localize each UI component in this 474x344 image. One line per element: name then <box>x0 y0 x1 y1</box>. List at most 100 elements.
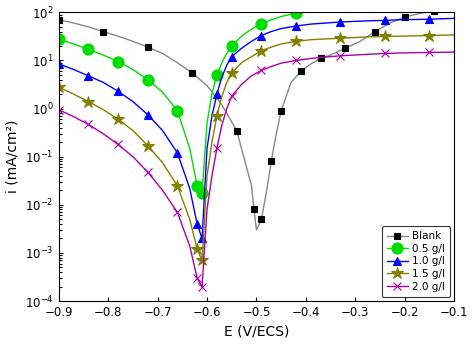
1.0 g/l <box>412 18 418 22</box>
Blank <box>251 207 257 212</box>
Blank <box>254 228 259 232</box>
1.5 g/l <box>239 61 245 65</box>
0.5 g/l <box>382 0 388 3</box>
1.5 g/l <box>209 140 215 144</box>
1.5 g/l <box>353 35 358 40</box>
Blank <box>278 109 284 113</box>
1.5 g/l <box>441 33 447 37</box>
2.0 g/l <box>397 51 402 55</box>
Line: 0.5 g/l: 0.5 g/l <box>197 0 460 198</box>
2.0 g/l <box>337 54 343 58</box>
1.0 g/l <box>268 30 274 34</box>
1.5 g/l <box>278 42 284 46</box>
1.5 g/l <box>258 49 264 53</box>
1.5 g/l <box>308 37 314 42</box>
Blank <box>357 39 363 43</box>
0.5 g/l <box>209 92 215 96</box>
1.5 g/l <box>382 34 388 39</box>
2.0 g/l <box>308 56 314 61</box>
2.0 g/l <box>199 284 205 289</box>
1.0 g/l <box>323 21 328 25</box>
1.0 g/l <box>441 17 447 21</box>
1.0 g/l <box>214 92 220 96</box>
1.5 g/l <box>367 35 373 39</box>
2.0 g/l <box>441 50 447 54</box>
2.0 g/l <box>323 55 328 59</box>
0.5 g/l <box>268 18 274 22</box>
Blank <box>372 30 378 34</box>
1.5 g/l <box>397 34 402 38</box>
0.5 g/l <box>278 14 284 19</box>
1.5 g/l <box>224 80 229 85</box>
Y-axis label: i (mA/cm²): i (mA/cm²) <box>6 120 19 193</box>
0.5 g/l <box>353 1 358 6</box>
0.5 g/l <box>224 51 229 55</box>
0.5 g/l <box>337 3 343 7</box>
Blank <box>417 11 422 15</box>
0.5 g/l <box>249 27 255 31</box>
Blank <box>308 62 314 66</box>
1.5 g/l <box>451 33 457 37</box>
1.0 g/l <box>219 75 225 79</box>
Blank <box>318 56 324 61</box>
2.0 g/l <box>249 74 255 78</box>
1.5 g/l <box>337 36 343 40</box>
1.0 g/l <box>367 19 373 23</box>
1.0 g/l <box>258 33 264 37</box>
0.5 g/l <box>412 0 418 1</box>
0.5 g/l <box>367 0 373 4</box>
2.0 g/l <box>239 82 245 86</box>
Legend: Blank, 0.5 g/l, 1.0 g/l, 1.5 g/l, 2.0 g/l: Blank, 0.5 g/l, 1.0 g/l, 1.5 g/l, 2.0 g/… <box>382 226 450 297</box>
0.5 g/l <box>239 34 245 38</box>
0.5 g/l <box>199 191 205 195</box>
1.0 g/l <box>199 236 205 240</box>
1.0 g/l <box>382 18 388 22</box>
1.0 g/l <box>397 18 402 22</box>
Line: 1.5 g/l: 1.5 g/l <box>196 29 460 267</box>
2.0 g/l <box>353 53 358 57</box>
2.0 g/l <box>219 123 225 127</box>
1.0 g/l <box>278 26 284 31</box>
Blank <box>268 159 274 163</box>
0.5 g/l <box>219 61 225 65</box>
0.5 g/l <box>258 22 264 26</box>
2.0 g/l <box>229 94 235 98</box>
0.5 g/l <box>323 6 328 10</box>
1.5 g/l <box>293 39 299 43</box>
1.0 g/l <box>209 114 215 118</box>
1.5 g/l <box>412 34 418 38</box>
1.0 g/l <box>229 55 235 59</box>
2.0 g/l <box>451 50 457 54</box>
1.0 g/l <box>249 39 255 43</box>
1.5 g/l <box>323 37 328 41</box>
Blank <box>328 53 333 57</box>
1.0 g/l <box>293 24 299 28</box>
1.5 g/l <box>199 258 205 262</box>
0.5 g/l <box>397 0 402 2</box>
0.5 g/l <box>229 44 235 48</box>
Line: 1.0 g/l: 1.0 g/l <box>198 14 458 243</box>
2.0 g/l <box>367 52 373 56</box>
2.0 g/l <box>224 107 229 111</box>
1.0 g/l <box>451 16 457 20</box>
Blank <box>431 9 437 13</box>
1.0 g/l <box>204 146 210 150</box>
1.0 g/l <box>353 19 358 23</box>
0.5 g/l <box>293 11 299 15</box>
2.0 g/l <box>209 174 215 178</box>
2.0 g/l <box>268 64 274 68</box>
1.5 g/l <box>427 33 432 37</box>
2.0 g/l <box>412 51 418 55</box>
1.5 g/l <box>249 55 255 59</box>
Blank <box>258 217 264 221</box>
1.0 g/l <box>308 22 314 26</box>
1.5 g/l <box>268 45 274 49</box>
1.0 g/l <box>427 17 432 21</box>
2.0 g/l <box>427 50 432 54</box>
Blank <box>402 15 408 19</box>
Blank <box>273 132 279 136</box>
1.0 g/l <box>337 20 343 24</box>
2.0 g/l <box>293 58 299 63</box>
Blank <box>343 46 348 50</box>
2.0 g/l <box>258 68 264 73</box>
